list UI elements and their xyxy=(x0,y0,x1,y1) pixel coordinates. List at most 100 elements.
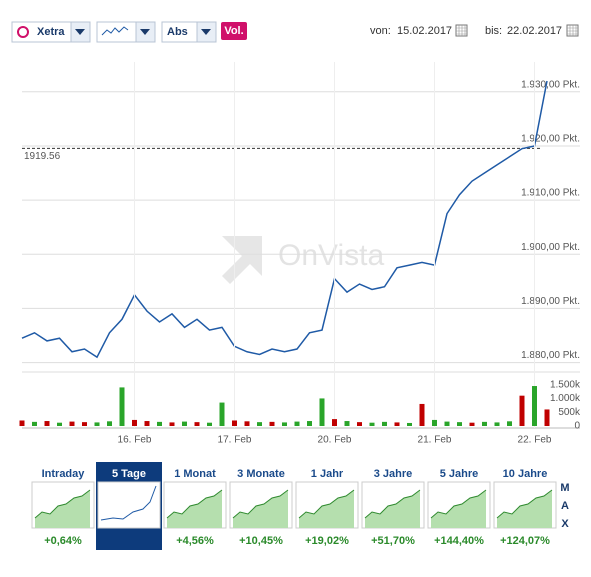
volume-bar xyxy=(232,420,237,426)
thumbnail-line xyxy=(496,489,553,519)
tab-change: +51,70% xyxy=(371,535,415,547)
volume-bar xyxy=(132,419,137,426)
volume-bar xyxy=(532,386,537,426)
tab-change: +19,02% xyxy=(305,535,349,547)
tab-label[interactable]: Intraday xyxy=(42,468,86,480)
volume-bar xyxy=(432,419,437,426)
thumbnail-area xyxy=(167,490,222,528)
y-tick-label: 1.500k xyxy=(550,379,581,390)
volume-bar xyxy=(307,421,312,426)
volume-bar xyxy=(257,422,262,426)
volume-bar xyxy=(544,409,550,426)
volume-bar xyxy=(269,421,275,426)
volume-bar xyxy=(282,422,287,426)
max-letter[interactable]: A xyxy=(561,500,569,512)
volume-bar xyxy=(144,421,150,426)
mode-label: Abs xyxy=(167,26,188,38)
volume-bar xyxy=(507,421,512,426)
volume-bar xyxy=(69,421,75,426)
y-tick-label: 1.910,00 Pkt. xyxy=(521,188,580,199)
y-tick-label: 1.900,00 Pkt. xyxy=(521,242,580,253)
tab-label[interactable]: 10 Jahre xyxy=(503,468,548,480)
price-line xyxy=(21,80,548,359)
calendar-grid xyxy=(567,25,578,36)
volume-toggle[interactable] xyxy=(221,22,247,40)
volume-bar xyxy=(494,422,500,426)
volume-bar xyxy=(119,387,125,426)
volume-bar xyxy=(207,422,212,426)
volume-bar xyxy=(332,419,337,426)
tab-label[interactable]: 5 Tage xyxy=(112,468,146,480)
max-letter[interactable]: X xyxy=(561,518,569,530)
tab-label[interactable]: 3 Jahre xyxy=(374,468,413,480)
calendar-icon[interactable] xyxy=(455,24,468,37)
x-tick-label: 16. Feb xyxy=(118,435,152,446)
thumbnail-area xyxy=(299,490,354,528)
volume-bar xyxy=(19,420,25,426)
from-label: von: xyxy=(370,25,391,37)
y-tick-label: 0 xyxy=(574,421,580,432)
volume-bar xyxy=(169,422,175,426)
exchange-label: Xetra xyxy=(37,26,65,38)
volume-bar xyxy=(44,421,50,426)
thumbnail-line xyxy=(364,489,421,519)
volume-bar xyxy=(319,398,325,426)
thumbnail-line xyxy=(166,489,223,519)
volume-bar xyxy=(394,422,400,426)
tab-label[interactable]: 1 Monat xyxy=(174,468,216,480)
charttype-icon xyxy=(101,26,129,36)
from-date[interactable]: 15.02.2017 xyxy=(397,25,452,37)
volume-bar xyxy=(419,403,425,426)
thumbnail-line xyxy=(298,489,355,519)
tab-label[interactable]: 5 Jahre xyxy=(440,468,479,480)
volume-bar xyxy=(407,422,412,426)
tab-label[interactable]: 1 Jahr xyxy=(311,468,344,480)
tab-change: +144,40% xyxy=(434,535,484,547)
reference-label: 1919.56 xyxy=(24,151,61,162)
tab-change: +4,56% xyxy=(176,535,214,547)
x-tick-label: 17. Feb xyxy=(218,435,252,446)
x-tick-label: 21. Feb xyxy=(418,435,452,446)
volume-bar xyxy=(244,421,250,426)
thumbnail-area xyxy=(497,490,552,528)
volume-bar xyxy=(519,395,525,426)
volume-bar xyxy=(32,421,37,426)
y-tick-label: 1.880,00 Pkt. xyxy=(521,350,580,361)
max-letter[interactable]: M xyxy=(560,482,569,494)
calendar-icon[interactable] xyxy=(566,24,579,37)
volume-bar xyxy=(482,421,487,426)
volume-bar xyxy=(182,421,187,426)
thumbnail-line xyxy=(34,489,91,519)
volume-bar xyxy=(194,422,200,426)
x-tick-label: 20. Feb xyxy=(318,435,352,446)
watermark-logo xyxy=(222,236,262,284)
volume-bar xyxy=(344,421,350,426)
to-date[interactable]: 22.02.2017 xyxy=(507,25,562,37)
y-tick-label: 1.890,00 Pkt. xyxy=(521,296,580,307)
thumbnail-area xyxy=(431,490,486,528)
volume-bar xyxy=(57,422,62,426)
exchange-icon xyxy=(17,26,29,38)
thumbnail-area xyxy=(35,490,90,528)
thumbnail-line xyxy=(232,489,289,519)
volume-label: Vol. xyxy=(224,25,243,37)
volume-bar xyxy=(444,421,450,426)
calendar-grid xyxy=(456,25,467,36)
tab-label[interactable]: 3 Monate xyxy=(237,468,285,480)
tab-thumbnail xyxy=(97,481,161,529)
volume-bar xyxy=(382,421,387,426)
to-label: bis: xyxy=(485,25,502,37)
tab-change: +0,64% xyxy=(44,535,82,547)
y-tick-label: 500k xyxy=(558,407,581,418)
volume-bar xyxy=(357,422,362,426)
y-tick-label: 1.930,00 Pkt. xyxy=(521,79,580,90)
volume-bar xyxy=(219,402,225,426)
dropdown-arrow xyxy=(140,29,150,35)
y-tick-label: 1.000k xyxy=(550,393,581,404)
volume-bar xyxy=(469,422,475,426)
thumbnail-area xyxy=(233,490,288,528)
thumbnail-line xyxy=(100,485,157,521)
x-tick-label: 22. Feb xyxy=(518,435,552,446)
volume-bar xyxy=(369,422,375,426)
